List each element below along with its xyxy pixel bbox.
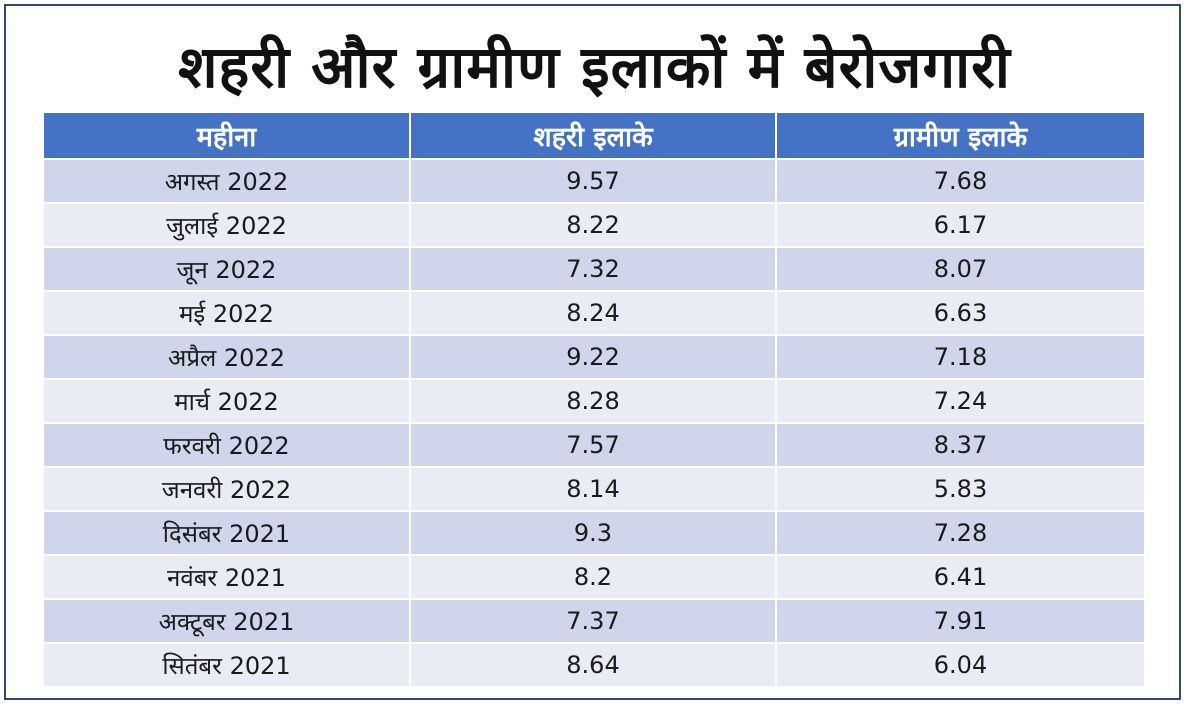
- urban-value-cell: 9.3: [410, 511, 777, 556]
- rural-value-cell: 6.63: [776, 291, 1144, 336]
- month-cell: जून 2022: [44, 247, 411, 292]
- table-row: दिसंबर 2021 9.3 7.28: [44, 511, 1144, 556]
- table-header-row: महीना शहरी इलाके ग्रामीण इलाके: [44, 113, 1144, 160]
- rural-value-cell: 8.07: [776, 247, 1144, 292]
- table-row: जुलाई 2022 8.22 6.17: [44, 203, 1144, 248]
- month-cell: मई 2022: [44, 291, 411, 336]
- urban-value-cell: 9.22: [410, 335, 777, 380]
- table-row: मार्च 2022 8.28 7.24: [44, 379, 1144, 424]
- page-title: शहरी और ग्रामीण इलाकों में बेरोजगारी: [178, 33, 1011, 101]
- urban-value-cell: 9.57: [410, 159, 777, 204]
- rural-value-cell: 6.17: [776, 203, 1144, 248]
- rural-value-cell: 6.04: [776, 643, 1144, 688]
- urban-value-cell: 7.37: [410, 599, 777, 644]
- rural-value-cell: 7.18: [776, 335, 1144, 380]
- rural-value-cell: 8.37: [776, 423, 1144, 468]
- table-row: अप्रैल 2022 9.22 7.18: [44, 335, 1144, 380]
- table-row: अगस्त 2022 9.57 7.68: [44, 159, 1144, 204]
- month-cell: जनवरी 2022: [44, 467, 411, 512]
- urban-value-cell: 8.2: [410, 555, 777, 600]
- table-row: जनवरी 2022 8.14 5.83: [44, 467, 1144, 512]
- month-cell: जुलाई 2022: [44, 203, 411, 248]
- urban-value-cell: 8.24: [410, 291, 777, 336]
- rural-value-cell: 7.24: [776, 379, 1144, 424]
- month-cell: सितंबर 2021: [44, 643, 411, 688]
- column-header-month: महीना: [44, 113, 411, 160]
- table-row: मई 2022 8.24 6.63: [44, 291, 1144, 336]
- month-cell: अगस्त 2022: [44, 159, 411, 204]
- month-cell: अक्टूबर 2021: [44, 599, 411, 644]
- month-cell: अप्रैल 2022: [44, 335, 411, 380]
- rural-value-cell: 7.28: [776, 511, 1144, 556]
- rural-value-cell: 5.83: [776, 467, 1144, 512]
- rural-value-cell: 6.41: [776, 555, 1144, 600]
- unemployment-table: महीना शहरी इलाके ग्रामीण इलाके अगस्त 202…: [44, 113, 1144, 688]
- month-cell: दिसंबर 2021: [44, 511, 411, 556]
- month-cell: मार्च 2022: [44, 379, 411, 424]
- table-row: अक्टूबर 2021 7.37 7.91: [44, 599, 1144, 644]
- month-cell: नवंबर 2021: [44, 555, 411, 600]
- table-row: फरवरी 2022 7.57 8.37: [44, 423, 1144, 468]
- urban-value-cell: 7.32: [410, 247, 777, 292]
- column-header-urban: शहरी इलाके: [410, 113, 777, 160]
- table-row: सितंबर 2021 8.64 6.04: [44, 643, 1144, 688]
- table-row: नवंबर 2021 8.2 6.41: [44, 555, 1144, 600]
- table-row: जून 2022 7.32 8.07: [44, 247, 1144, 292]
- column-header-rural: ग्रामीण इलाके: [776, 113, 1144, 160]
- urban-value-cell: 8.28: [410, 379, 777, 424]
- urban-value-cell: 8.64: [410, 643, 777, 688]
- table-body: अगस्त 2022 9.57 7.68 जुलाई 2022 8.22 6.17 जून …: [44, 159, 1144, 688]
- rural-value-cell: 7.68: [776, 159, 1144, 204]
- rural-value-cell: 7.91: [776, 599, 1144, 644]
- month-cell: फरवरी 2022: [44, 423, 411, 468]
- urban-value-cell: 8.22: [410, 203, 777, 248]
- urban-value-cell: 7.57: [410, 423, 777, 468]
- urban-value-cell: 8.14: [410, 467, 777, 512]
